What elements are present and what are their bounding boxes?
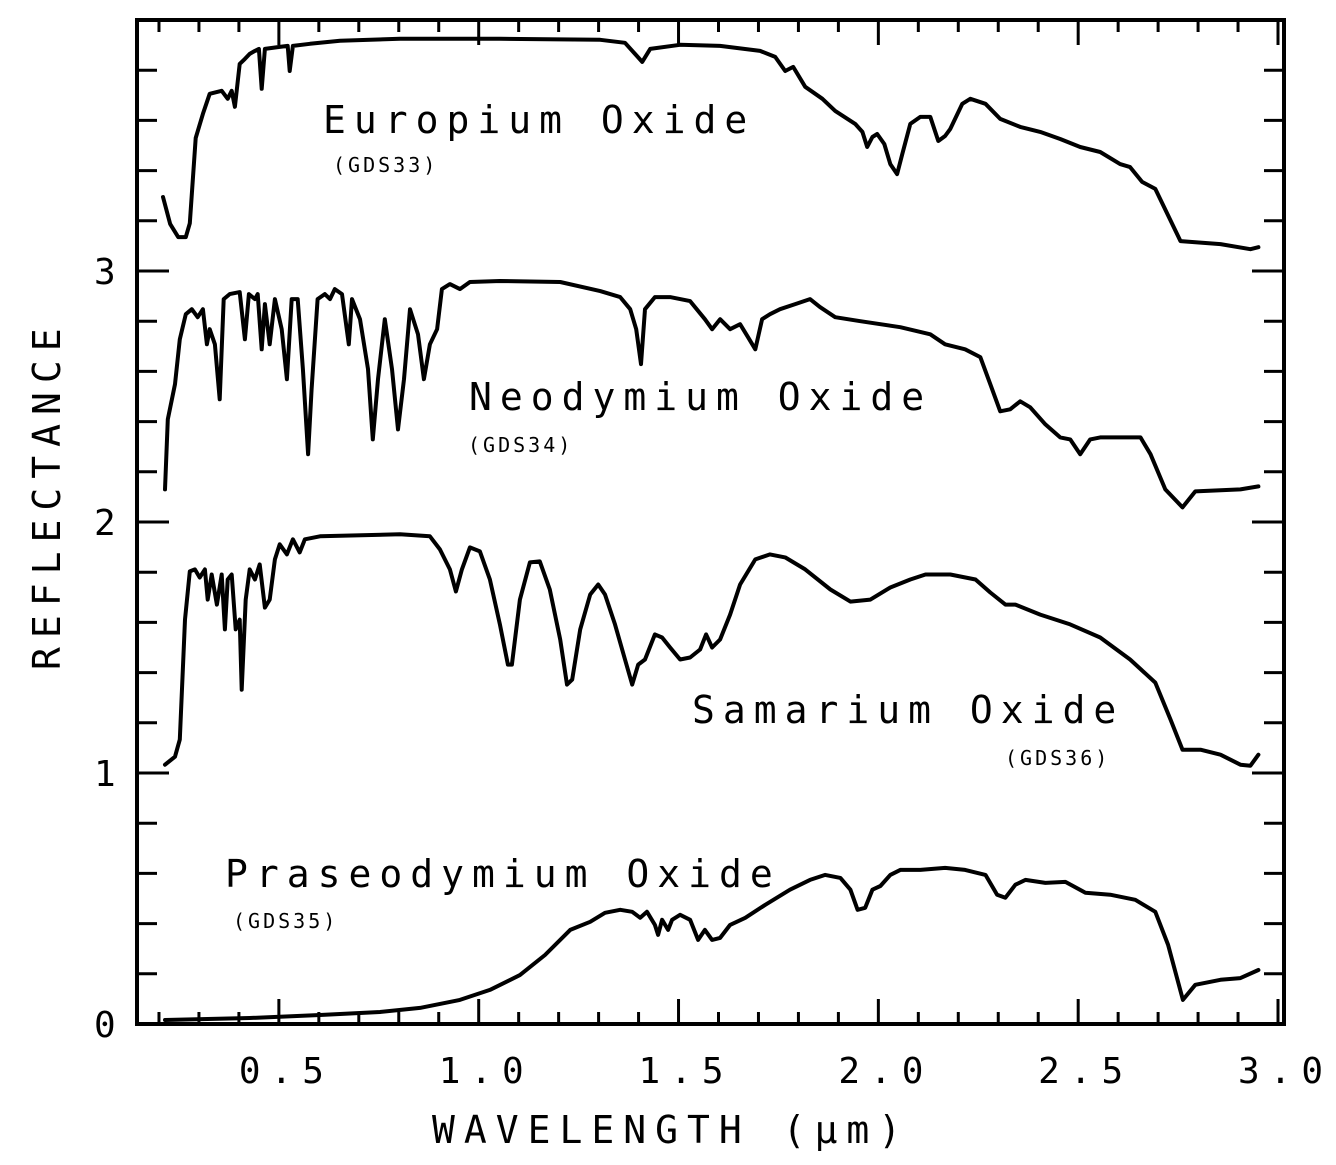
label-gds33: (GDS33) [333,153,438,177]
series-line-neodymium-oxide [163,279,1261,510]
x-tick-label: 1.5 [639,1051,734,1092]
y-tick-label: 1 [94,754,126,795]
x-axis-label: WAVELENGTH (μm) [432,1108,910,1152]
series-line-europium-oxide [161,36,1261,252]
x-tick-label: 2.0 [838,1051,933,1092]
y-tick-label: 3 [94,252,126,293]
label-gds34: (GDS34) [468,433,573,457]
tick-labels: 0.5 1.0 1.5 2.0 2.5 3.0 0 1 2 3 [94,252,1333,1092]
label-neodymium-oxide: Neodymium Oxide [469,375,932,419]
x-tick-label: 0.5 [239,1051,334,1092]
x-tick-label: 2.5 [1038,1051,1133,1092]
series-line-samarium-oxide [163,532,1261,768]
x-tick-label: 1.0 [439,1051,534,1092]
label-praseodymium-oxide: Praseodymium Oxide [225,852,781,896]
y-tick-label: 0 [94,1005,126,1046]
plot-frame [135,18,1286,1026]
label-europium-oxide: Europium Oxide [323,98,755,142]
series-line-praseodymium-oxide [163,865,1261,1022]
spectra [161,36,1261,1022]
x-tick-label: 3.0 [1238,1051,1333,1092]
y-tick-label: 2 [94,503,126,544]
y-axis-label: REFLECTANCE [25,319,69,670]
label-gds36: (GDS36) [1005,746,1110,770]
label-samarium-oxide: Samarium Oxide [692,688,1124,732]
label-gds35: (GDS35) [233,909,338,933]
